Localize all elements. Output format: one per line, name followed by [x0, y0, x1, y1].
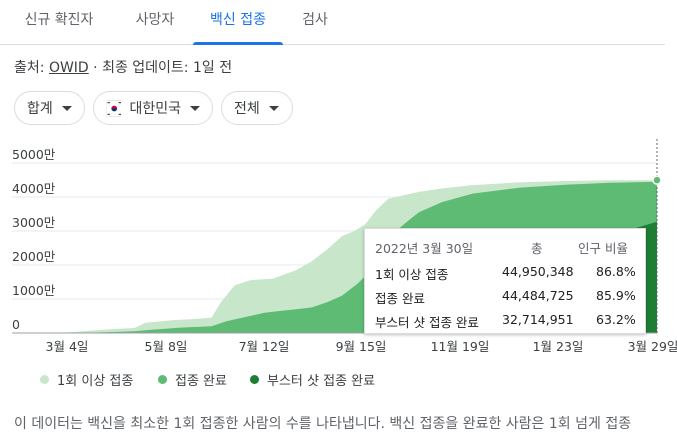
tooltip-col-ratio: 인구 비율	[578, 241, 628, 256]
hover-marker	[652, 175, 662, 185]
population-dropdown[interactable]: 전체	[221, 91, 293, 125]
tab-deaths[interactable]: 사망자	[135, 12, 175, 28]
y-tick-label: 0	[12, 317, 20, 332]
source-line: 출처: OWID · 최종 업데이트: 1일 전	[14, 57, 232, 77]
y-tick-label: 1000만	[12, 283, 56, 298]
legend-label: 부스터 샷 접종 완료	[267, 374, 376, 389]
x-tick-label: 11월 19일	[431, 339, 490, 354]
tooltip-row-total: 44,484,725	[502, 288, 574, 303]
tooltip-row-ratio: 85.9%	[596, 288, 636, 303]
tab-vaccinations[interactable]: 백신 접종	[193, 0, 283, 45]
legend-item-booster[interactable]: 부스터 샷 접종 완료	[250, 370, 375, 389]
legend-dot-icon	[250, 375, 259, 384]
tooltip-row-label: 1회 이상 접종	[375, 267, 449, 282]
tab-bar: 신규 확진자 사망자 백신 접종 검사	[0, 0, 665, 45]
tooltip-row-label: 부스터 샷 접종 완료	[375, 315, 479, 330]
chart-description: 이 데이터는 백신을 최소한 1회 접종한 사람의 수를 나타냅니다. 백신 접…	[14, 416, 632, 432]
x-tick-label: 5월 8일	[145, 339, 188, 354]
legend-item-first-dose[interactable]: 1회 이상 접종	[40, 370, 133, 389]
source-prefix: 출처:	[14, 60, 49, 76]
tooltip-date: 2022년 3월 30일	[375, 241, 474, 256]
tooltip-col-total: 총	[531, 241, 543, 256]
population-label: 전체	[234, 101, 260, 117]
y-tick-label: 5000만	[12, 147, 56, 162]
legend-dot-icon	[158, 375, 167, 384]
tooltip-row-total: 32,714,951	[502, 312, 574, 327]
tooltip-row-total: 44,950,348	[502, 264, 574, 279]
y-tick-label: 3000만	[12, 215, 56, 230]
x-tick-label: 3월 29일	[628, 339, 677, 354]
tab-new-cases[interactable]: 신규 확진자	[24, 12, 94, 28]
legend-label: 접종 완료	[175, 374, 227, 389]
aggregate-dropdown[interactable]: 합계	[14, 91, 85, 125]
legend-label: 1회 이상 접종	[57, 374, 134, 389]
tooltip-row-ratio: 86.8%	[596, 264, 636, 279]
x-tick-label: 7월 12일	[239, 339, 290, 354]
country-dropdown[interactable]: 대한민국	[93, 91, 213, 125]
source-link[interactable]: OWID	[48, 60, 89, 76]
chart-tooltip: 2022년 3월 30일 총 인구 비율 1회 이상 접종 44,950,348…	[364, 228, 646, 334]
tooltip-row-label: 접종 완료	[375, 291, 425, 306]
last-updated: · 최종 업데이트: 1일 전	[88, 60, 233, 76]
tooltip-row-ratio: 63.2%	[596, 312, 636, 327]
chevron-down-icon	[190, 105, 200, 111]
x-tick-label: 9월 15일	[336, 339, 387, 354]
x-tick-label: 3월 4일	[46, 339, 89, 354]
x-tick-label: 1월 23일	[533, 339, 584, 354]
chevron-down-icon	[268, 105, 279, 111]
legend-item-fully[interactable]: 접종 완료	[158, 370, 227, 389]
y-tick-label: 2000만	[12, 249, 56, 264]
y-tick-label: 4000만	[12, 181, 56, 196]
tab-tests[interactable]: 검사	[302, 12, 328, 28]
chevron-down-icon	[61, 105, 72, 111]
korea-flag-icon	[106, 99, 123, 117]
country-label: 대한민국	[129, 101, 181, 117]
aggregate-label: 합계	[27, 101, 53, 117]
legend-dot-icon	[40, 375, 49, 384]
